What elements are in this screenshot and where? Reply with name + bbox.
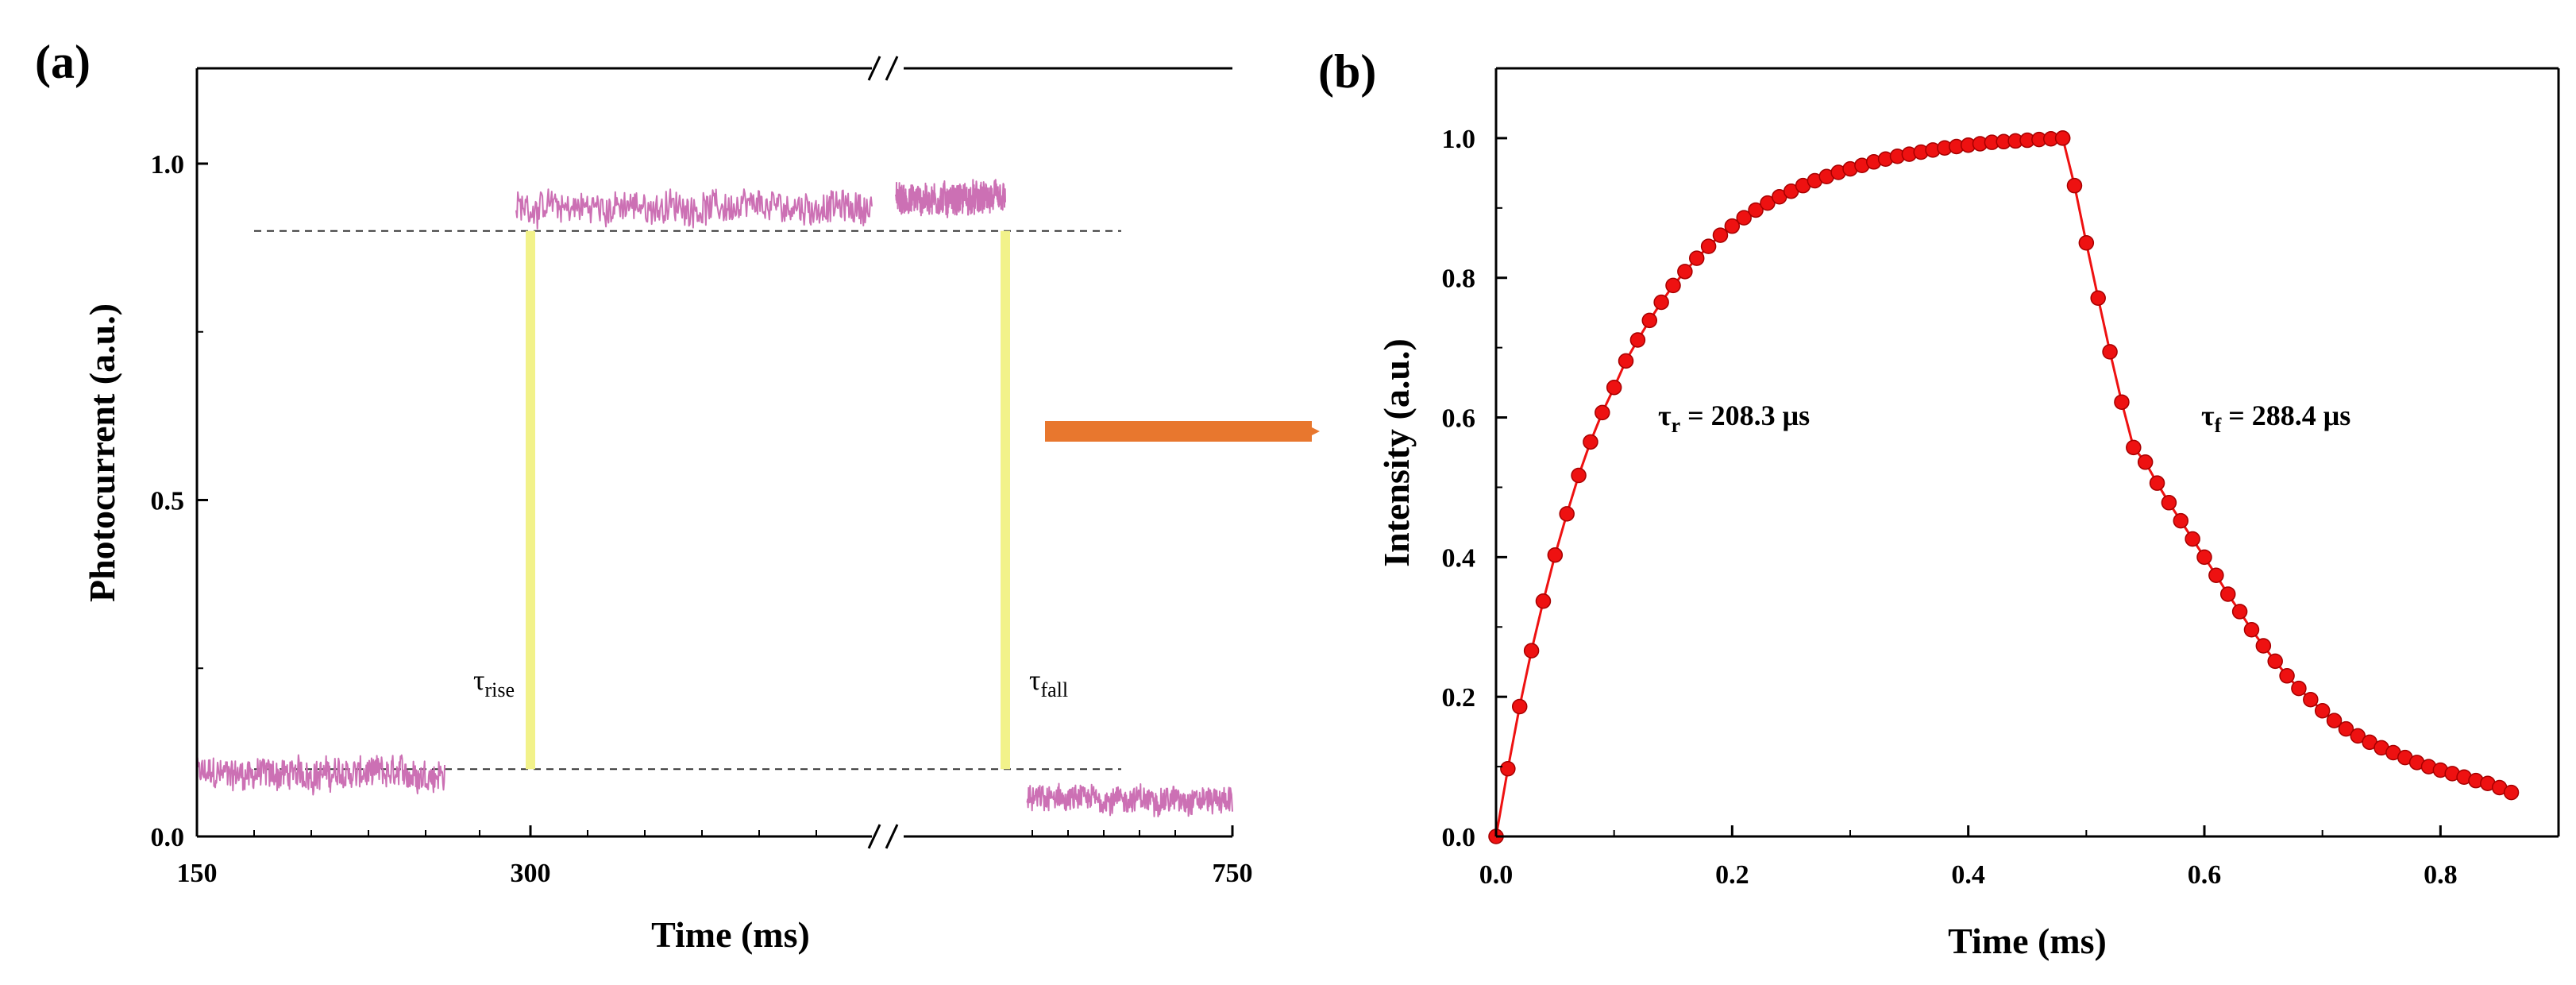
x-axis-title: Time (ms) — [1948, 921, 2107, 961]
y-tick-label: 0.4 — [1442, 543, 1476, 573]
data-point-fall — [2161, 495, 2177, 511]
data-point-fall — [2267, 653, 2283, 670]
fall-marker — [1001, 230, 1010, 770]
data-point-rise — [1500, 760, 1516, 777]
data-point-rise — [1760, 195, 1776, 211]
y-axis-title: Intensity (a.u.) — [1376, 338, 1417, 567]
data-point-fall — [2255, 638, 2272, 654]
data-point-fall — [2196, 549, 2212, 566]
data-point-fall — [2303, 691, 2319, 708]
y-tick-label: 1.0 — [151, 150, 185, 180]
panel-b-label: (b) — [1318, 45, 1376, 98]
tau-rise-label: τrise — [473, 664, 515, 701]
panel-b-chart: 0.0 0.2 0.4 0.6 0.8 1.0 0.0 0.2 0.4 0.6 0.8 Time (… — [1376, 67, 2560, 961]
data-point-rise — [1677, 264, 1693, 280]
x-tick-label: 0.6 — [2188, 860, 2222, 890]
y-tick-label: 0.0 — [1442, 823, 1476, 852]
data-point-rise — [1653, 294, 1669, 311]
y-tick-label: 0.6 — [1442, 404, 1476, 434]
y-tick-label: 1.0 — [1442, 125, 1476, 154]
x-tick-label: 0.0 — [1479, 860, 1514, 890]
data-points — [1488, 130, 2520, 844]
data-point-fall — [2114, 394, 2130, 410]
data-point-rise — [1511, 698, 1528, 715]
y-tick-label: 0.8 — [1442, 265, 1476, 294]
data-point-fall — [2149, 475, 2165, 491]
x-tick-label: 300 — [511, 859, 551, 888]
data-point-rise — [1618, 353, 1634, 369]
data-point-fall — [2350, 728, 2366, 744]
data-point-fall — [2208, 567, 2224, 583]
tau-f-label: τf = 288.4 μs — [2201, 400, 2350, 437]
data-point-fall — [2503, 784, 2520, 801]
data-point-rise — [1559, 506, 1575, 522]
data-point-rise — [1583, 434, 1598, 450]
data-point-fall — [2279, 668, 2295, 684]
data-point-rise — [1641, 312, 1658, 329]
data-point-fall — [2054, 130, 2071, 146]
data-point-rise — [1665, 277, 1681, 294]
reference-lines — [254, 230, 1121, 771]
axis-ticks: 0.0 0.2 0.4 0.6 0.8 1.0 0.0 0.2 0.4 0.6 0.8 — [1442, 125, 2458, 890]
y-tick-label: 0.5 — [151, 487, 185, 516]
data-point-fall — [2126, 439, 2142, 456]
data-point-fall — [2173, 512, 2189, 529]
data-point-fall — [2066, 177, 2083, 194]
x-axis-title: Time (ms) — [651, 914, 810, 955]
data-point-fall — [2219, 586, 2236, 602]
data-point-rise — [1724, 218, 1741, 234]
x-tick-label: 0.8 — [2424, 860, 2458, 890]
panel-a-label: (a) — [35, 36, 91, 88]
photocurrent-trace — [895, 179, 1006, 218]
photocurrent-trace — [515, 188, 873, 230]
data-point-rise — [1688, 250, 1705, 266]
data-point-fall — [2102, 344, 2118, 360]
data-point-rise — [1547, 547, 1564, 563]
rise-marker — [526, 230, 535, 770]
transition-markers — [526, 230, 1010, 770]
data-point-fall — [2137, 454, 2154, 470]
data-point-rise — [1523, 643, 1540, 659]
tau-r-label: τr = 208.3 μs — [1658, 400, 1810, 437]
data-point-rise — [1571, 467, 1587, 484]
data-point-fall — [2291, 680, 2307, 697]
y-tick-label: 0.0 — [151, 823, 185, 852]
x-tick-label: 0.2 — [1715, 860, 1749, 890]
data-point-fall — [2243, 622, 2260, 638]
data-point-rise — [1629, 332, 1646, 348]
data-point-fall — [2090, 290, 2106, 306]
data-point-rise — [1595, 404, 1610, 421]
axis-ticks: 0.0 0.5 1.0 150 300 750 — [151, 150, 1253, 888]
data-point-rise — [1535, 593, 1552, 609]
data-point-fall — [2078, 235, 2095, 251]
data-point-rise — [1712, 227, 1729, 243]
data-point-rise — [1606, 379, 1622, 396]
data-point-rise — [1736, 210, 1752, 226]
y-axis-title: Photocurrent (a.u.) — [82, 303, 122, 602]
panel-a-chart: 0.0 0.5 1.0 150 300 750 Time (ms) Photocurren… — [82, 56, 1253, 955]
data-point-rise — [1700, 238, 1717, 254]
x-tick-label: 750 — [1213, 859, 1253, 888]
photocurrent-trace — [1026, 782, 1233, 817]
photocurrent-traces — [196, 179, 1233, 817]
x-tick-label: 0.4 — [1951, 860, 1985, 890]
data-point-fall — [2314, 703, 2331, 719]
y-tick-label: 0.2 — [1442, 683, 1476, 713]
data-point-fall — [2338, 720, 2354, 737]
data-point-rise — [1748, 202, 1764, 218]
x-tick-label: 150 — [177, 859, 218, 888]
axis-break-top — [867, 56, 899, 81]
photocurrent-trace — [196, 754, 445, 796]
fit-curve-fall — [2061, 137, 2512, 794]
data-point-fall — [2231, 604, 2248, 620]
data-point-fall — [2326, 713, 2343, 728]
data-point-fall — [2185, 531, 2200, 547]
axis-break-bottom — [867, 824, 899, 849]
tau-fall-label: τfall — [1029, 664, 1068, 701]
fit-curve-rise — [1494, 137, 2063, 837]
